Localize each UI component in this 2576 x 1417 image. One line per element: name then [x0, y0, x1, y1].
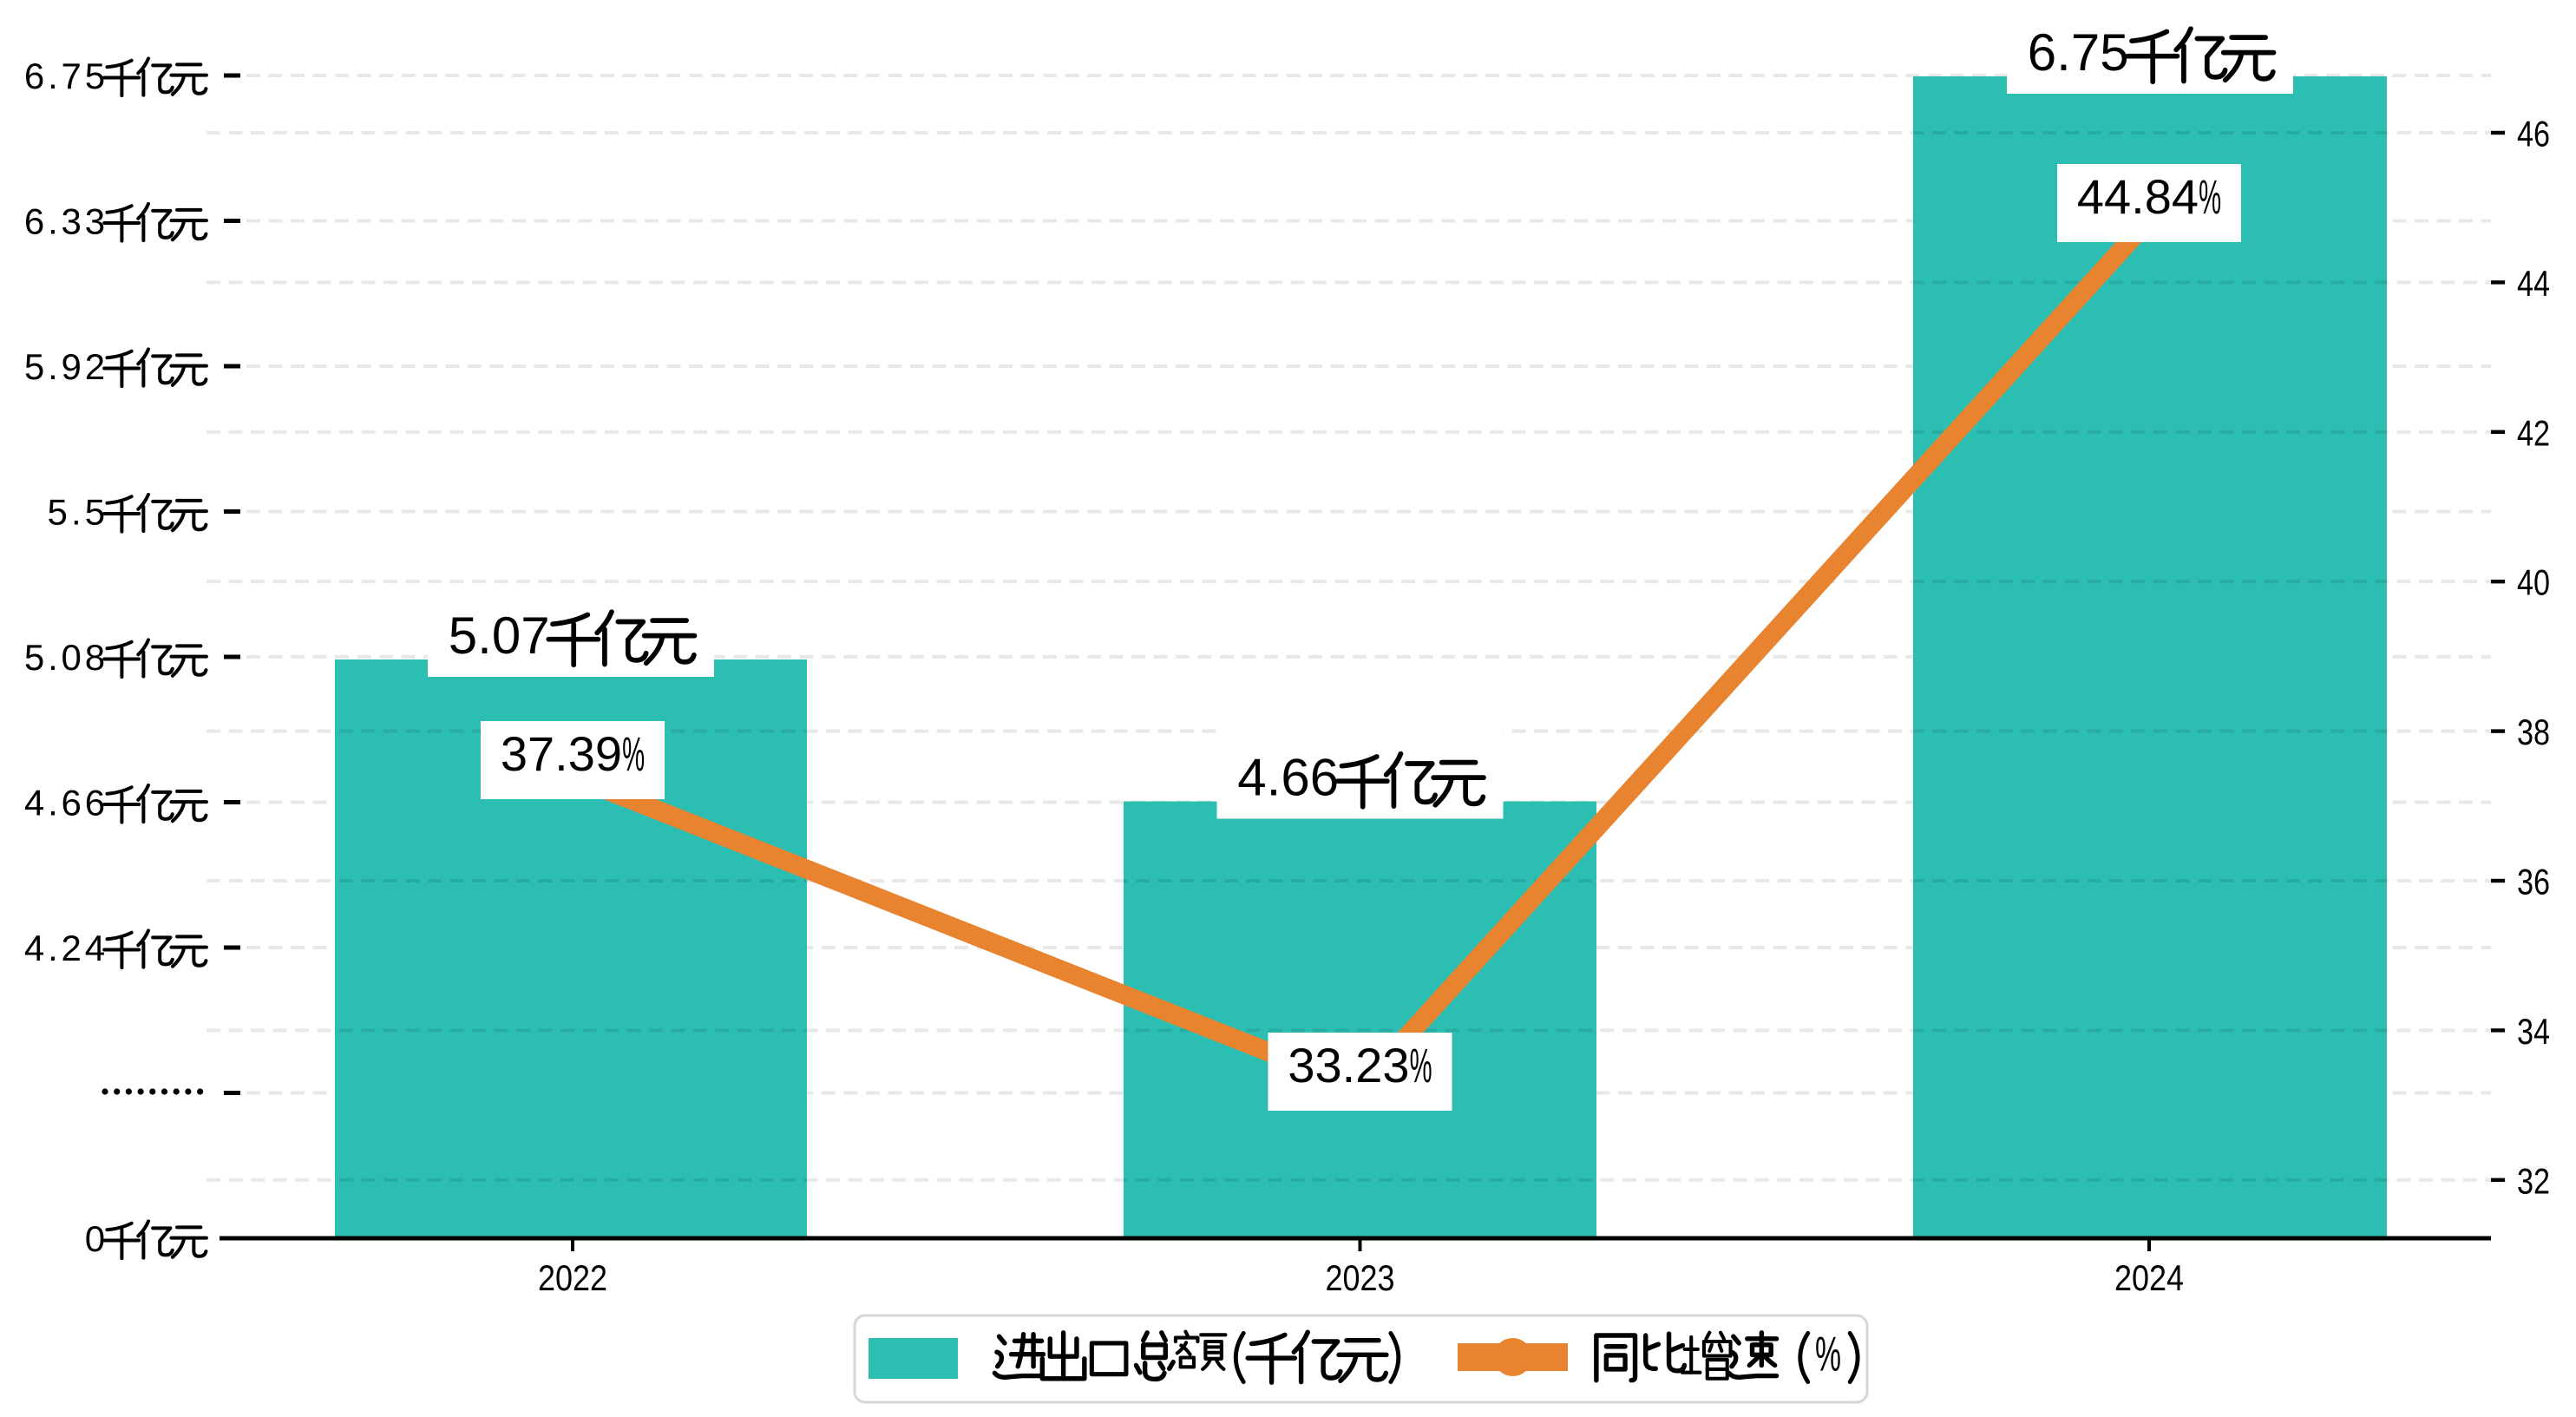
svg-text:6.75: 6.75: [2028, 23, 2129, 82]
svg-text:34: 34: [2517, 1011, 2550, 1052]
svg-text:0: 0: [85, 1218, 105, 1259]
svg-text:5.5: 5.5: [48, 492, 106, 533]
svg-text:6.33: 6.33: [24, 201, 105, 242]
svg-text:44.84: 44.84: [2077, 169, 2199, 224]
svg-text:%: %: [2199, 169, 2221, 224]
svg-text:46: 46: [2517, 114, 2550, 154]
svg-text:40: 40: [2517, 562, 2550, 603]
svg-text:2022: 2022: [538, 1257, 607, 1298]
svg-text:5.07: 5.07: [449, 607, 550, 665]
svg-text:5.08: 5.08: [24, 637, 105, 678]
svg-text:38: 38: [2517, 712, 2550, 752]
svg-text:33.23: 33.23: [1288, 1038, 1409, 1092]
svg-text:37.39: 37.39: [501, 726, 622, 781]
svg-text:4.66: 4.66: [1237, 749, 1339, 807]
svg-text:2023: 2023: [1326, 1257, 1395, 1298]
svg-text:%: %: [622, 726, 645, 781]
svg-text:%: %: [1815, 1327, 1841, 1382]
svg-text:36: 36: [2517, 862, 2550, 902]
svg-text:5.92: 5.92: [24, 346, 105, 387]
svg-text:6.75: 6.75: [24, 56, 105, 96]
svg-text:2024: 2024: [2114, 1257, 2184, 1298]
svg-text:32: 32: [2517, 1160, 2550, 1201]
svg-text:42: 42: [2517, 412, 2550, 453]
svg-text:%: %: [1410, 1038, 1432, 1092]
svg-text:4.66: 4.66: [24, 783, 105, 823]
svg-text:4.24: 4.24: [24, 928, 105, 968]
svg-text:44: 44: [2517, 263, 2550, 304]
